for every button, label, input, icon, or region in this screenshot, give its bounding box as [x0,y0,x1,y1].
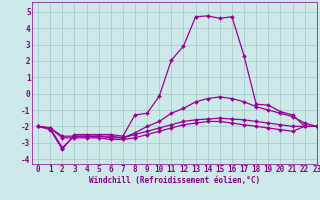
X-axis label: Windchill (Refroidissement éolien,°C): Windchill (Refroidissement éolien,°C) [89,176,260,185]
